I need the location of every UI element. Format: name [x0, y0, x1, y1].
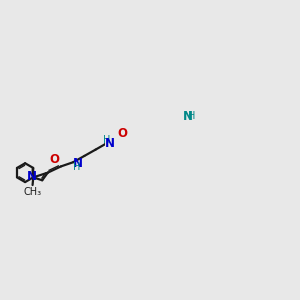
Text: O: O — [118, 127, 128, 140]
Text: N: N — [72, 157, 82, 170]
Text: N: N — [183, 110, 193, 123]
Text: N: N — [26, 170, 37, 183]
Text: H: H — [103, 135, 110, 145]
Text: O: O — [50, 153, 60, 166]
Text: H: H — [188, 111, 196, 121]
Text: N: N — [104, 136, 115, 149]
Text: H: H — [73, 162, 80, 172]
Text: CH₃: CH₃ — [23, 188, 42, 197]
